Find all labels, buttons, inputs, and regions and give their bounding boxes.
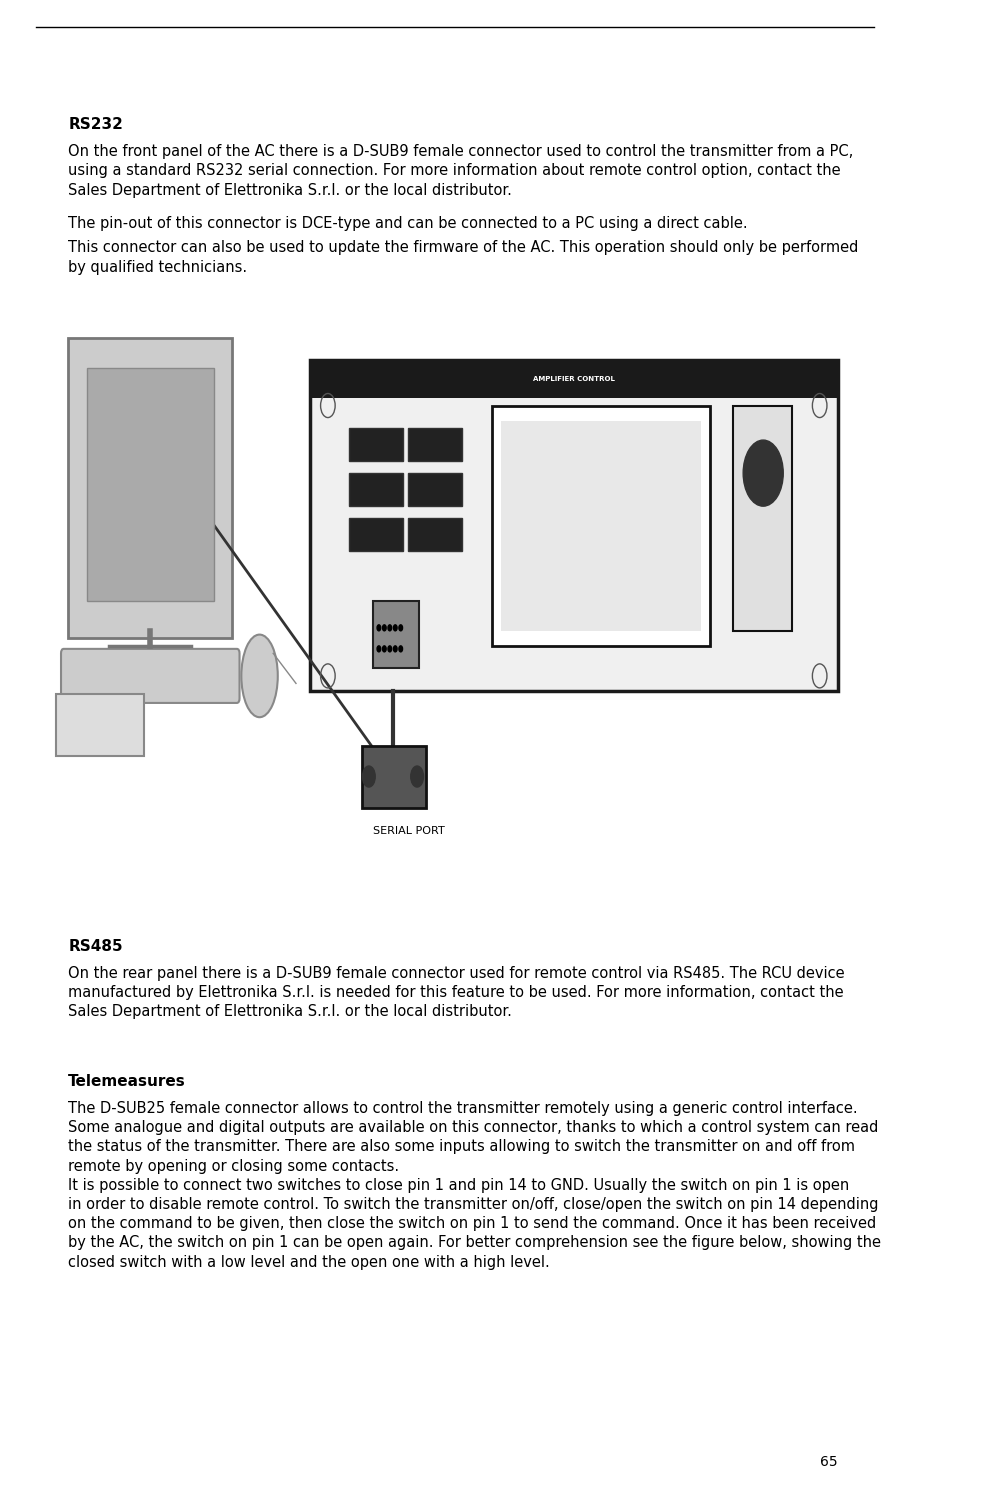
Circle shape	[387, 646, 391, 652]
Text: On the front panel of the AC there is a D-SUB9 female connector used to control : On the front panel of the AC there is a …	[68, 144, 853, 198]
Bar	[373, 601, 418, 668]
Circle shape	[387, 625, 391, 631]
Circle shape	[382, 625, 386, 631]
FancyBboxPatch shape	[348, 518, 402, 551]
Circle shape	[393, 625, 397, 631]
Circle shape	[377, 646, 380, 652]
Text: AMPLIFIER CONTROL: AMPLIFIER CONTROL	[533, 376, 614, 382]
Text: 65: 65	[819, 1455, 838, 1469]
FancyBboxPatch shape	[61, 649, 240, 703]
Circle shape	[382, 646, 386, 652]
Text: RS485: RS485	[68, 939, 122, 954]
Circle shape	[398, 625, 402, 631]
FancyBboxPatch shape	[407, 428, 461, 461]
Text: The D-SUB25 female connector allows to control the transmitter remotely using a : The D-SUB25 female connector allows to c…	[68, 1101, 881, 1269]
FancyBboxPatch shape	[56, 694, 143, 756]
Bar	[491, 406, 710, 646]
Circle shape	[393, 646, 397, 652]
FancyBboxPatch shape	[68, 338, 232, 638]
Text: RS232: RS232	[68, 117, 123, 132]
Text: This connector can also be used to update the firmware of the AC. This operation: This connector can also be used to updat…	[68, 240, 858, 275]
Circle shape	[742, 440, 782, 506]
Bar	[500, 421, 700, 631]
Bar	[732, 406, 791, 631]
Text: SERIAL PORT: SERIAL PORT	[373, 826, 444, 837]
FancyBboxPatch shape	[309, 360, 838, 691]
Text: Telemeasures: Telemeasures	[68, 1074, 186, 1089]
Bar	[86, 368, 214, 601]
Text: On the rear panel there is a D-SUB9 female connector used for remote control via: On the rear panel there is a D-SUB9 fema…	[68, 966, 845, 1020]
Circle shape	[377, 625, 380, 631]
FancyBboxPatch shape	[348, 473, 402, 506]
Circle shape	[362, 766, 375, 787]
FancyBboxPatch shape	[407, 473, 461, 506]
Circle shape	[398, 646, 402, 652]
Text: The pin-out of this connector is DCE-type and can be connected to a PC using a d: The pin-out of this connector is DCE-typ…	[68, 216, 747, 231]
FancyBboxPatch shape	[361, 746, 426, 808]
FancyBboxPatch shape	[407, 518, 461, 551]
Ellipse shape	[241, 634, 278, 716]
Bar	[309, 360, 838, 398]
FancyBboxPatch shape	[348, 428, 402, 461]
Circle shape	[410, 766, 423, 787]
